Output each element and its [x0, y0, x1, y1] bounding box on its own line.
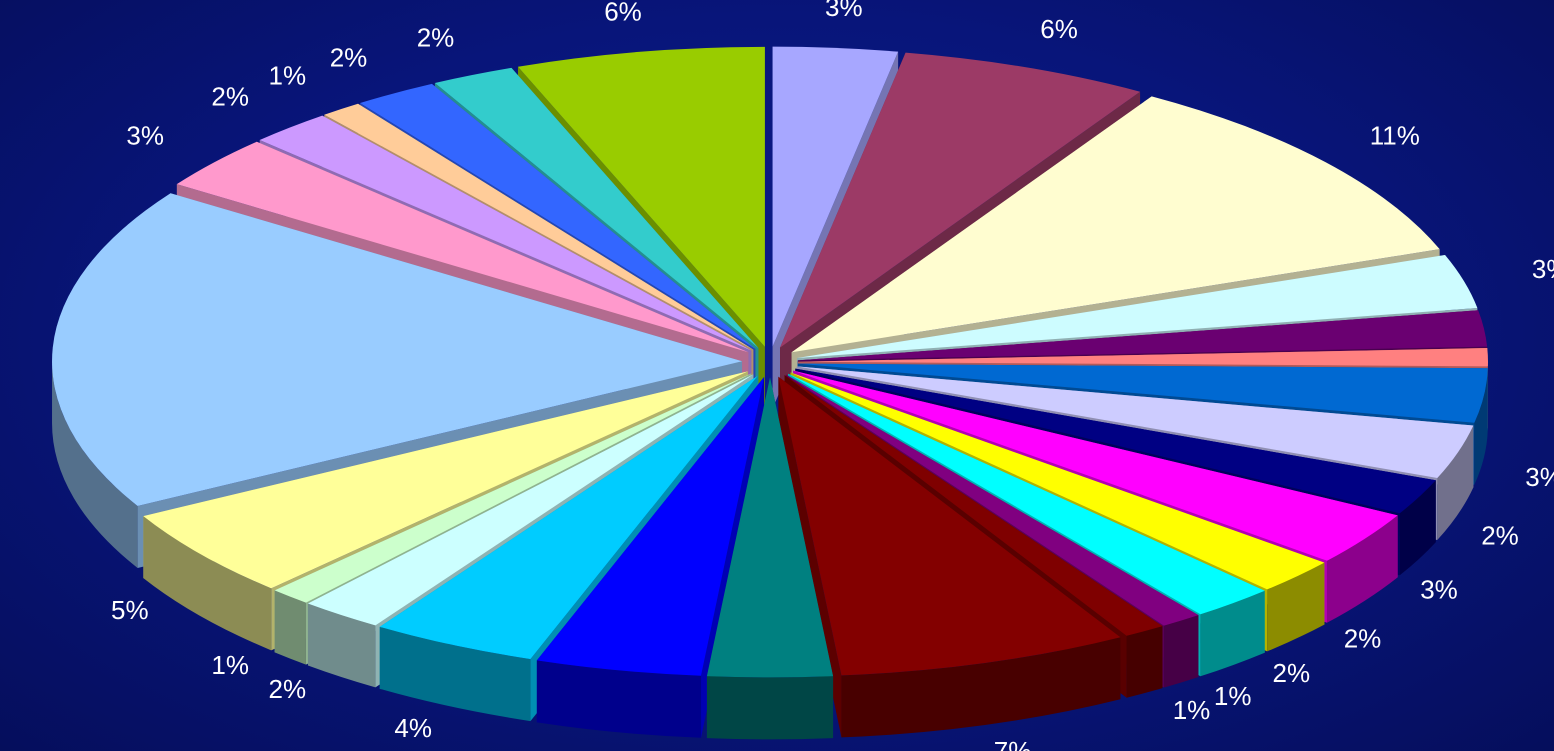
slice-15: [778, 376, 1121, 676]
slice-28: [517, 46, 765, 347]
slice-19-side: [307, 603, 376, 688]
slice-20-side: [274, 590, 306, 665]
slice-7-side: [1474, 368, 1488, 485]
slice-20: [274, 373, 752, 603]
slice-label-25: 1%: [269, 61, 307, 91]
slice-23: [176, 141, 749, 353]
slice-15-side: [841, 637, 1121, 738]
slice-16-side: [706, 676, 834, 740]
slice-label-1: 3%: [825, 0, 863, 22]
slice-label-17: 4%: [580, 746, 618, 751]
slice-11: [790, 372, 1325, 590]
slice-17: [536, 377, 765, 676]
slice-1: [772, 46, 899, 347]
slice-14: [784, 375, 1163, 636]
slice-14-side: [1126, 626, 1163, 698]
slice-17-side: [536, 660, 702, 738]
slice-10: [793, 370, 1398, 561]
slice-26: [360, 83, 756, 349]
slice-13-side: [1163, 615, 1199, 688]
slice-10-side: [1326, 515, 1398, 623]
slice-label-28: 6%: [604, 0, 642, 26]
slice-label-13: 1%: [1214, 681, 1252, 711]
slice-tops: [52, 46, 1488, 678]
slice-8: [796, 366, 1474, 479]
slice-13: [786, 374, 1199, 626]
slice-label-24: 2%: [211, 81, 249, 111]
slice-label-19: 2%: [269, 674, 307, 704]
slice-label-18: 4%: [394, 713, 432, 743]
slice-label-11: 2%: [1344, 624, 1382, 654]
slice-18-side: [379, 626, 531, 722]
slice-24: [259, 115, 752, 351]
slice-label-3: 11%: [1370, 120, 1420, 150]
slice-7: [797, 363, 1488, 423]
slice-11-side: [1267, 562, 1325, 652]
slice-22-side: [52, 361, 138, 568]
slice-label-14: 1%: [1173, 695, 1211, 725]
slice-label-8: 3%: [1525, 462, 1554, 492]
slice-6: [797, 348, 1488, 367]
slice-label-2: 6%: [1040, 14, 1078, 44]
slice-label-20: 1%: [211, 650, 249, 680]
slice-21: [143, 371, 748, 589]
slice-label-23: 3%: [126, 120, 164, 150]
slice-label-27: 2%: [417, 22, 455, 52]
slice-22: [52, 193, 743, 506]
slice-25: [324, 103, 754, 350]
slice-12: [788, 373, 1265, 615]
slice-5: [797, 310, 1488, 361]
slice-9-side: [1399, 480, 1436, 576]
slice-label-4: 3%: [1532, 254, 1554, 284]
slice-label-12: 2%: [1272, 658, 1310, 688]
slice-label-10: 3%: [1420, 575, 1458, 605]
slice-label-15: 7%: [994, 736, 1032, 751]
slice-27: [434, 67, 759, 348]
slice-label-9: 2%: [1481, 520, 1519, 550]
slice-19: [307, 374, 754, 626]
slice-21-side: [143, 516, 272, 651]
slice-12-side: [1200, 590, 1265, 677]
slice-label-21: 5%: [111, 595, 149, 625]
slice-2: [780, 52, 1141, 348]
slice-8-side: [1437, 425, 1474, 541]
slice-16: [706, 377, 834, 678]
slice-3: [791, 96, 1440, 353]
slice-9: [795, 368, 1436, 514]
slice-label-26: 2%: [330, 43, 368, 73]
slice-18: [379, 375, 758, 660]
slice-4: [797, 254, 1478, 359]
